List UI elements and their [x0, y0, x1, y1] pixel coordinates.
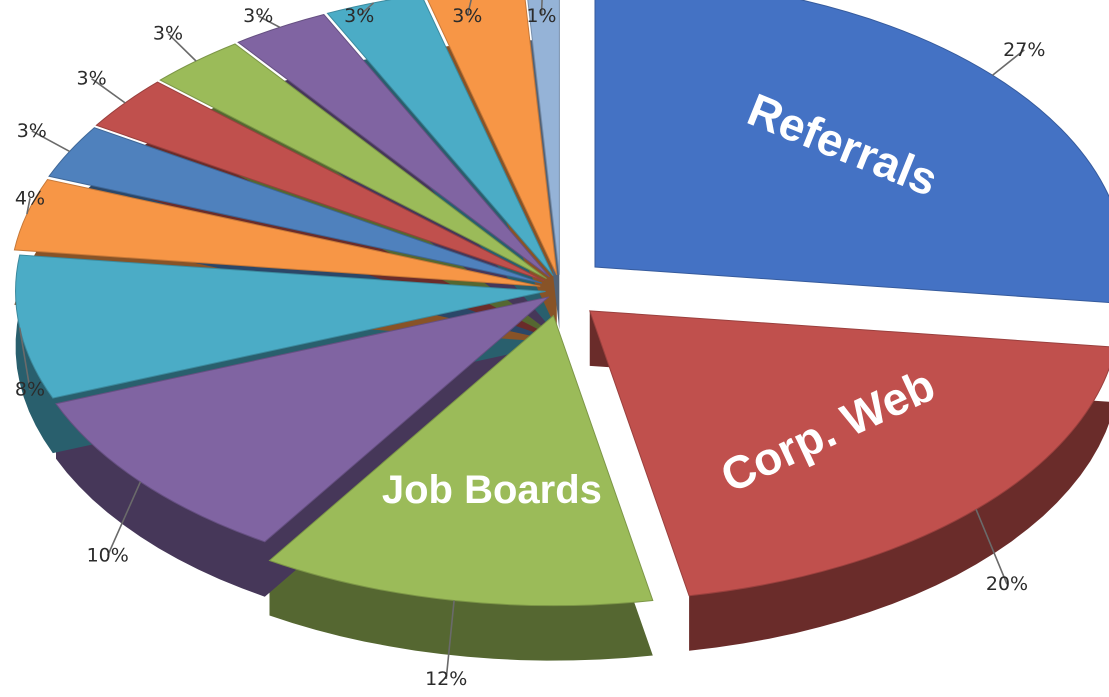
leader-line: [91, 78, 126, 104]
leader-line: [445, 600, 455, 680]
percentage-label: 4%: [15, 187, 45, 209]
percentage-label: 3%: [452, 5, 482, 27]
pie-slice: [268, 314, 654, 607]
percentage-label: 3%: [243, 5, 273, 27]
percentage-label: 1%: [526, 5, 556, 27]
percentage-label: 20%: [986, 573, 1028, 595]
percentage-label: 8%: [15, 379, 45, 401]
percentage-label: 27%: [1003, 39, 1045, 61]
slice-tops-layer: [13, 0, 1109, 607]
leader-line: [975, 509, 1008, 585]
leader-line: [167, 33, 197, 62]
pie-slice: [15, 254, 546, 399]
percentage-label: 3%: [153, 23, 183, 45]
leader-line: [31, 130, 70, 153]
pie-slice-side: [269, 315, 653, 661]
percentage-label: 10%: [87, 545, 129, 567]
leader-line: [466, 0, 472, 17]
pie-slice: [159, 43, 547, 280]
leader-line: [18, 327, 31, 390]
pie-slice: [55, 296, 550, 543]
percentage-label: 3%: [77, 68, 107, 90]
pie-slice-side: [56, 296, 549, 597]
slice-name-label: Job Boards: [382, 468, 602, 512]
pie-slice: [527, 0, 560, 275]
leader-line: [106, 481, 142, 556]
pie-slice: [427, 0, 558, 276]
leader-line: [257, 15, 281, 29]
leader-line: [992, 49, 1025, 76]
pie-slice: [594, 0, 1109, 303]
percentage-label: 3%: [344, 5, 374, 27]
leader-line: [26, 198, 31, 215]
percentage-label: 12%: [425, 668, 467, 690]
pie-slice: [589, 310, 1109, 597]
percentage-label: 3%: [17, 120, 47, 142]
pie-slice: [13, 178, 541, 287]
leader-line: [358, 2, 375, 17]
leader-line: [540, 0, 543, 17]
